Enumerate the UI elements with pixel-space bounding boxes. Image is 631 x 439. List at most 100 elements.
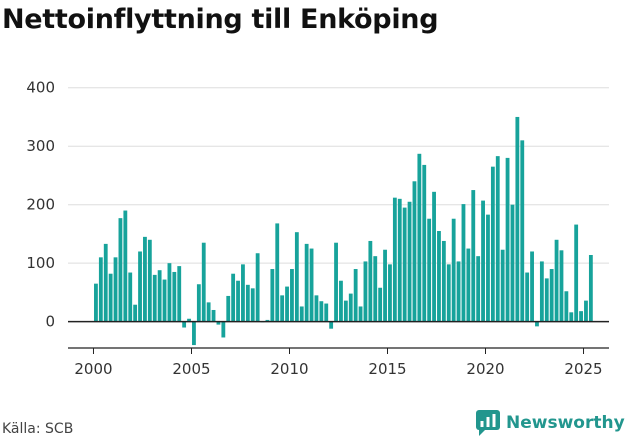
gridlines: [68, 87, 609, 264]
x-tick-label: 2010: [270, 360, 308, 378]
bar: [569, 312, 574, 322]
bar: [275, 223, 280, 322]
bar: [579, 311, 583, 322]
bar: [495, 156, 500, 322]
bar: [152, 274, 157, 322]
bar: [182, 321, 187, 328]
bar: [358, 306, 363, 322]
bar: [559, 250, 564, 322]
y-tick-label: 200: [26, 196, 55, 214]
bar: [211, 309, 216, 322]
bar: [490, 166, 495, 322]
bar: [500, 249, 505, 322]
bar: [255, 253, 260, 322]
bar: [241, 264, 245, 322]
bar: [363, 261, 368, 322]
y-axis-ticks: 0 100 200 300 400: [26, 79, 55, 331]
bar: [250, 288, 255, 322]
bar: [236, 280, 240, 322]
bar: [407, 201, 412, 322]
bar: [353, 269, 358, 322]
bar: [432, 191, 436, 322]
bar: [309, 248, 314, 322]
source-label: Källa: SCB: [2, 421, 74, 437]
bar: [221, 321, 226, 338]
bar: [486, 214, 490, 322]
bar: [427, 218, 432, 322]
bar: [461, 204, 466, 322]
bar: [162, 279, 167, 322]
bar: [334, 242, 338, 322]
bar: [167, 263, 172, 322]
bar: [564, 291, 569, 322]
bar: [535, 321, 539, 327]
bar: [378, 287, 383, 322]
bar: [187, 318, 191, 322]
bar: [206, 302, 211, 322]
bar: [294, 232, 299, 322]
x-axis-ticks: 2000 2005 2010 2015 2020 2025: [74, 348, 603, 378]
bar: [471, 190, 476, 322]
bar: [113, 257, 118, 322]
bar: [147, 239, 152, 322]
bar: [290, 269, 294, 322]
bar: [245, 284, 250, 322]
bar: [481, 200, 485, 322]
bar: [231, 273, 236, 322]
bar: [270, 269, 275, 322]
x-tick-label: 2025: [564, 360, 602, 378]
bar: [118, 218, 123, 322]
newsworthy-logo-icon: [476, 410, 500, 436]
bar: [314, 295, 319, 322]
bar: [530, 251, 534, 322]
bar: [128, 272, 133, 322]
y-tick-label: 300: [26, 137, 55, 155]
bar: [172, 271, 177, 322]
bar: [94, 283, 98, 322]
brand-logo[interactable]: Newsworthy: [476, 409, 625, 437]
bar: [343, 300, 348, 322]
bar: [348, 293, 353, 322]
bar: [549, 269, 554, 322]
bar: [402, 207, 407, 322]
bar: [397, 198, 402, 322]
bar: [525, 272, 530, 322]
bar: [383, 249, 387, 322]
bar: [422, 164, 427, 322]
bar: [329, 321, 334, 329]
x-tick-label: 2005: [172, 360, 210, 378]
bar: [437, 231, 441, 322]
bar: [177, 266, 182, 322]
bar: [98, 257, 103, 322]
bar: [588, 254, 593, 322]
bar: [226, 295, 231, 322]
bar: [476, 256, 481, 322]
bar: [515, 116, 520, 322]
bar: [299, 306, 304, 322]
bar: [123, 210, 128, 322]
chart-title: Nettoinflyttning till Enköping: [2, 4, 439, 35]
bar: [108, 273, 113, 322]
bar: [368, 240, 373, 322]
bar: [280, 295, 285, 322]
x-tick-label: 2000: [74, 360, 112, 378]
bar: [466, 248, 471, 322]
bar: [192, 321, 196, 346]
bar: [133, 304, 138, 322]
bar: [451, 218, 456, 322]
bar: [319, 301, 324, 322]
bar: [201, 242, 206, 322]
bars: [94, 116, 593, 346]
bar: [388, 264, 392, 322]
y-tick-label: 100: [26, 254, 55, 272]
x-tick-label: 2020: [466, 360, 504, 378]
bar: [574, 224, 579, 322]
bar: [584, 300, 588, 322]
bar: [412, 181, 417, 322]
bar: [417, 153, 422, 322]
y-tick-label: 0: [45, 313, 55, 331]
bar: [373, 256, 378, 322]
y-tick-label: 400: [26, 79, 55, 97]
bar: [285, 286, 289, 322]
